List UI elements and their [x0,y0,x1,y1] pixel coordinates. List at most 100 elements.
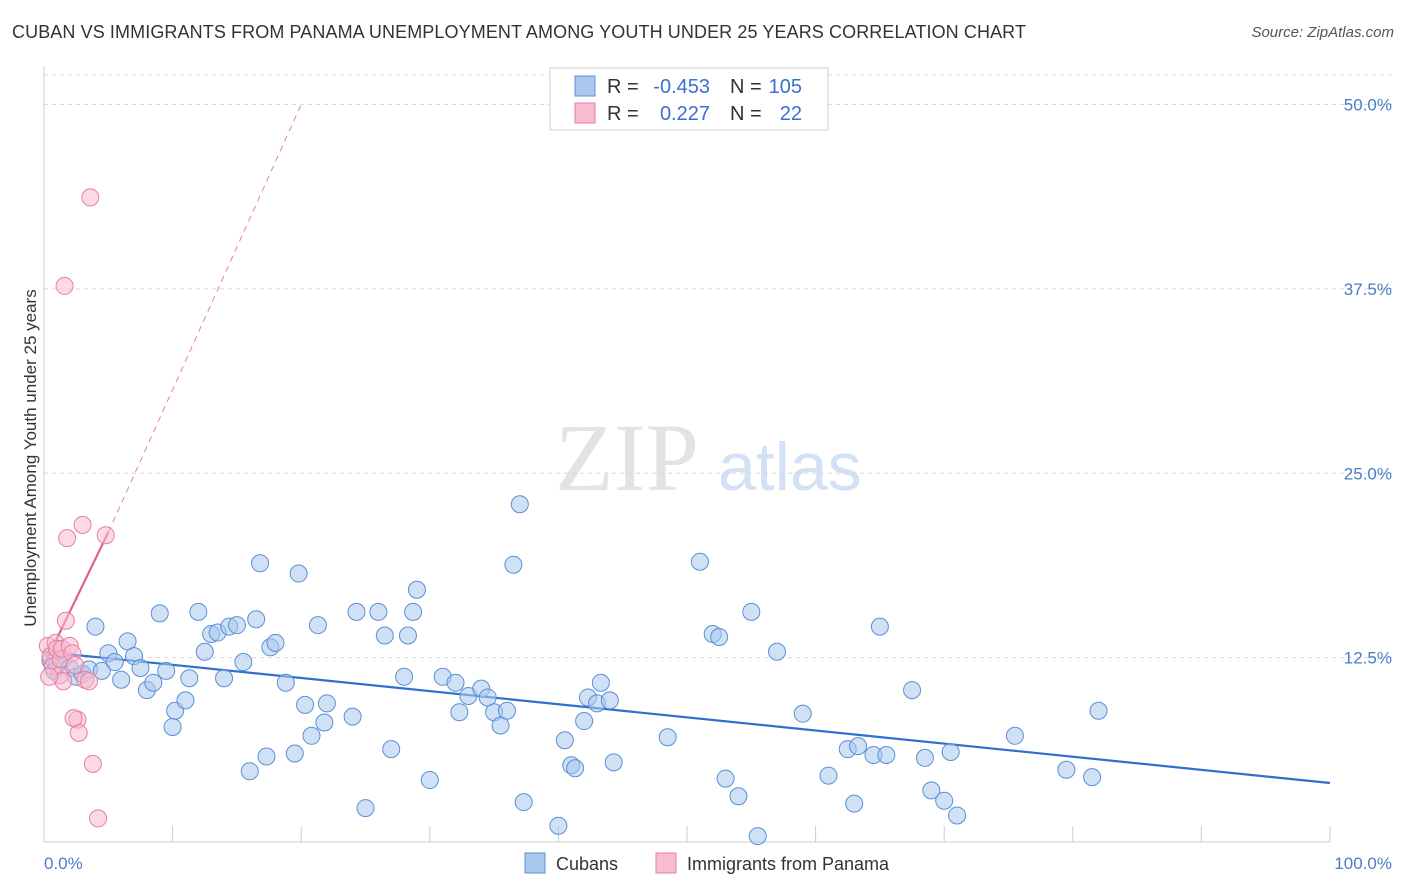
bottom-legend-label-panama: Immigrants from Panama [687,854,890,874]
cubans-point-86 [748,827,767,846]
panama-point-25 [40,667,59,686]
x-tick-labels: 0.0% 100.0% [44,854,1392,873]
cubans-point-88 [793,704,812,723]
bottom-legend-label-cubans: Cubans [556,854,618,874]
chart-title: CUBAN VS IMMIGRANTS FROM PANAMA UNEMPLOY… [12,22,1027,42]
y-axis-label: Unemployment Among Youth under 25 years [21,289,40,626]
legend-r-value-panama: 0.227 [660,103,710,125]
cubans-point-23 [180,669,199,688]
cubans-point-85 [742,602,761,621]
cubans-point-41 [296,695,315,714]
cubans-point-87 [768,642,787,661]
cubans-point-12 [112,670,131,689]
cubans-point-80 [690,552,709,571]
cubans-point-96 [903,681,922,700]
cubans-point-82 [710,627,729,646]
cubans-point-8 [86,617,105,636]
cubans-point-103 [1057,760,1076,779]
cubans-point-52 [395,667,414,686]
cubans-point-91 [845,794,864,813]
legend-n-label-panama: N = [730,103,762,125]
stats-legend: R = -0.453 N = 105 R = 0.227 N = 22 [549,67,829,131]
legend-n-value-panama: 22 [780,103,802,125]
cubans-point-43 [308,616,327,635]
cubans-point-28 [215,669,234,688]
panama-trend-line-dashed [107,104,302,533]
cubans-point-39 [285,744,304,763]
cubans-point-48 [356,799,375,818]
cubans-point-68 [514,793,533,812]
cubans-point-97 [915,748,934,767]
cubans-point-70 [555,731,574,750]
panama-point-19 [89,809,108,828]
cubans-point-100 [941,743,960,762]
cubans-point-78 [604,753,623,772]
cubans-point-47 [347,602,366,621]
cubans-point-46 [343,707,362,726]
y-tick-label-1: 25.0% [1344,464,1392,483]
cubans-point-17 [144,673,163,692]
cubans-point-98 [922,781,941,800]
cubans-point-50 [375,626,394,645]
gridlines [44,74,1392,659]
cubans-point-59 [450,703,469,722]
bottom-legend-swatch-cubans [524,852,546,874]
x-tick-label-0: 0.0% [44,854,83,873]
bottom-legend-swatch-panama [655,852,677,874]
cubans-point-92 [849,737,868,756]
panama-point-9 [56,611,75,630]
cubans-point-95 [877,745,896,764]
y-tick-label-2: 37.5% [1344,280,1392,299]
legend-r-label-panama: R = [607,103,639,125]
cubans-point-24 [189,602,208,621]
legend-r-label-cubans: R = [607,76,639,98]
legend-swatch-cubans [574,75,596,97]
cubans-point-53 [398,626,417,645]
cubans-point-31 [234,653,253,672]
cubans-point-9 [92,661,111,680]
cubans-point-30 [227,616,246,635]
source-credit: Source: ZipAtlas.com [1251,24,1394,41]
legend-n-label-cubans: N = [730,76,762,98]
legend-r-value-cubans: -0.453 [653,76,710,98]
cubans-point-69 [549,816,568,835]
axes [43,66,1331,843]
cubans-point-51 [382,740,401,759]
panama-point-12 [65,656,84,674]
panama-point-15 [73,515,92,534]
cubans-point-84 [729,787,748,806]
legend-box [549,67,829,131]
cubans-point-18 [150,604,169,623]
y-tick-label-0: 12.5% [1344,649,1392,668]
cubans-point-45 [317,694,336,713]
watermark-atlas: atlas [718,429,862,505]
cubans-point-94 [870,617,889,636]
watermark-zip: ZIP [555,404,699,511]
cubans-point-99 [935,791,954,810]
cubans-point-101 [948,806,967,825]
panama-point-22 [96,526,115,545]
cubans-point-56 [420,771,439,790]
cubans-point-54 [404,602,423,621]
cubans-point-32 [240,762,259,781]
cubans-point-38 [276,673,295,692]
cubans-point-105 [1089,701,1108,720]
cubans-point-66 [504,555,523,574]
x-tick-label-1: 100.0% [1334,854,1392,873]
legend-swatch-panama [574,102,596,124]
cubans-point-37 [266,633,285,652]
cubans-point-73 [575,712,594,731]
cubans-point-49 [369,602,388,621]
panama-point-21 [81,188,100,207]
y-tick-labels: 12.5% 25.0% 37.5% 50.0% [1344,96,1392,668]
cubans-point-35 [257,747,276,766]
cubans-point-77 [600,691,619,710]
cubans-point-25 [195,642,214,661]
cubans-point-11 [105,653,124,672]
panama-points [38,188,115,828]
cubans-point-34 [251,554,270,573]
cubans-point-72 [566,759,585,778]
cubans-point-65 [497,701,516,720]
panama-point-24 [64,709,83,728]
